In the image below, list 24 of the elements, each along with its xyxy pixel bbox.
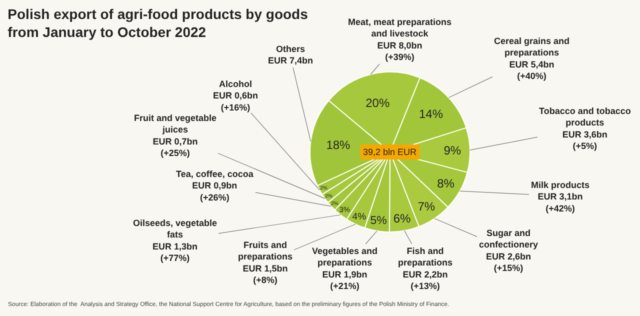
data-label: 6% — [393, 211, 411, 226]
chart-title: Polish export of agri-food products by goods from January to October 2022 — [8, 6, 308, 40]
text: 39,2 bln EUR — [363, 147, 418, 157]
slice-label: Tobacco and tobacco products EUR 3,6bn (+5%) — [539, 106, 632, 152]
slice-label: Tea, coffee, cocoa EUR 0,9bn (+26%) — [176, 169, 254, 202]
slice-label: Sugar and confectionery EUR 2,6bn (+15%) — [479, 228, 538, 274]
slice-label: Alcohol EUR 0,6bn (+16%) — [213, 79, 258, 112]
slice-label: Fruits and preparations EUR 1,5bn (+8%) — [238, 240, 293, 286]
slice-label: Vegetables and preparations EUR 1,9bn (+21%) — [312, 246, 378, 292]
slice-label: Milk products EUR 3,1bn (+42%) — [531, 180, 590, 214]
data-label: 14% — [418, 106, 444, 121]
data-label: 5% — [370, 215, 387, 228]
data-label: 7% — [418, 200, 436, 214]
slice-label: Fish and preparations EUR 2,2bn (+13%) — [398, 246, 453, 292]
slice-label: Meat, meat preparations and livestock EUR 8,0bn (+39%) — [348, 17, 452, 62]
slice-label: Cereal grains and preparations EUR 5,4bn (+40%) — [494, 36, 570, 82]
data-label: 18% — [326, 138, 351, 152]
slice-label: Oilseeds, vegetable fats EUR 1,3bn (+77%) — [133, 218, 218, 264]
data-label: 20% — [366, 96, 390, 110]
data-label: 8% — [437, 176, 455, 190]
data-label: 4% — [352, 211, 367, 222]
slice-label: Fruit and vegetable juices EUR 0,7bn (+25%) — [134, 113, 217, 158]
data-label: 9% — [444, 143, 462, 158]
slice-label: Others EUR 7,4bn — [268, 44, 314, 66]
